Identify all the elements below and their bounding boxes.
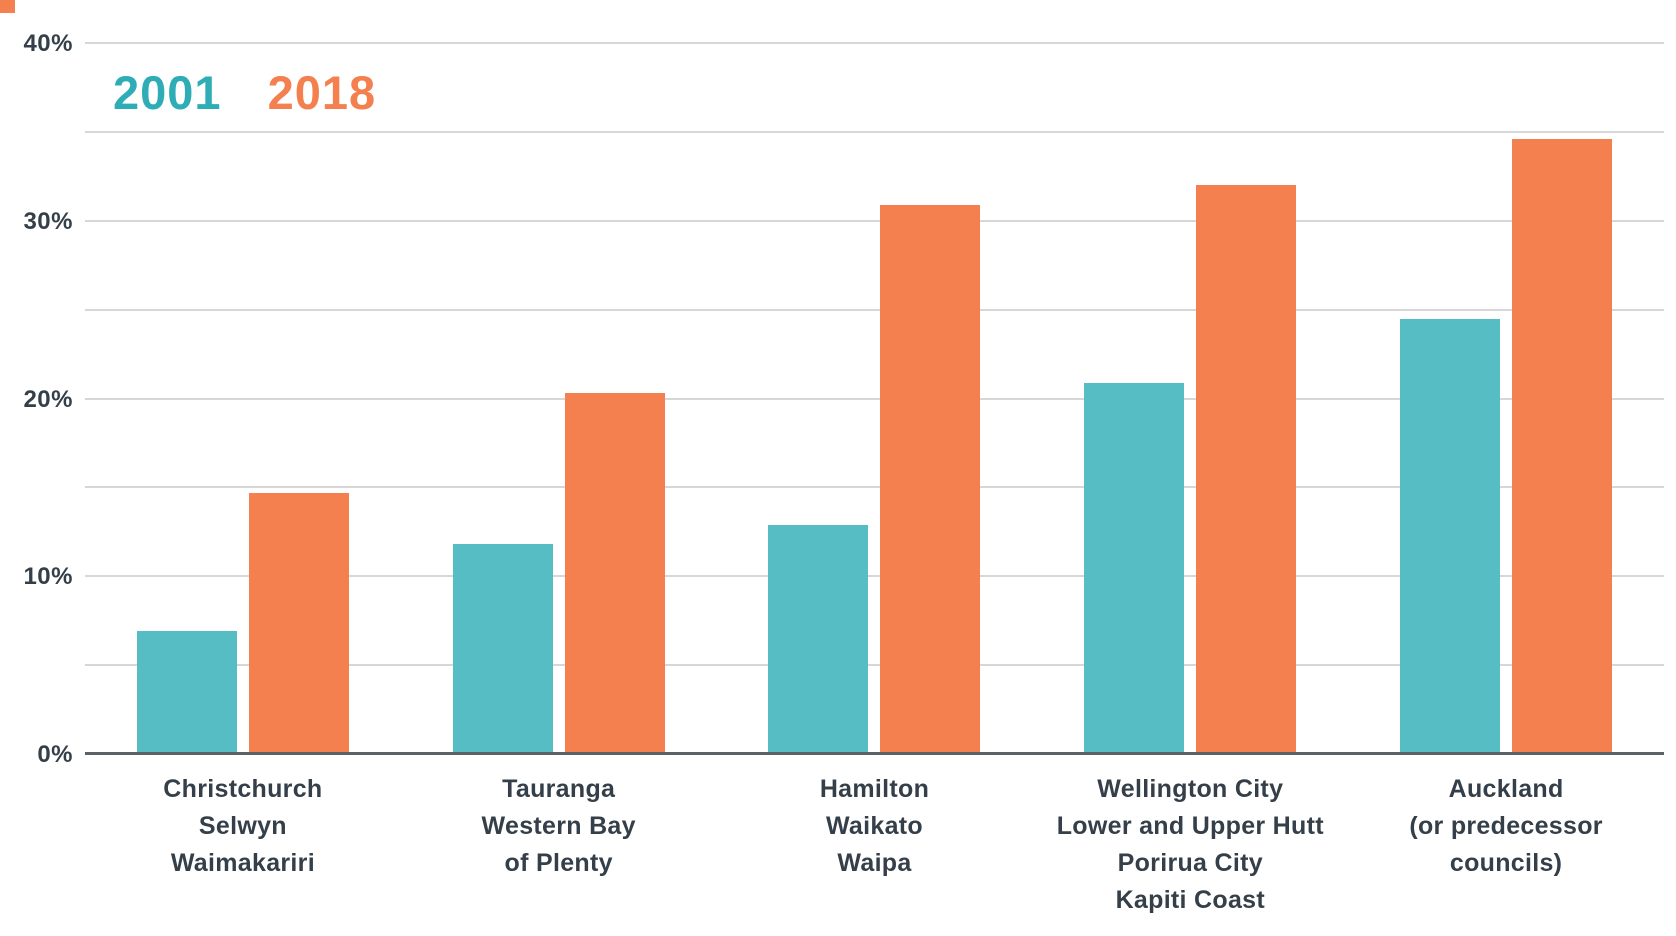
bar-2001 <box>768 524 869 754</box>
gridline <box>85 664 1664 667</box>
x-axis-label-line: Tauranga <box>502 775 616 803</box>
x-axis-label-line: Waikato <box>825 812 923 840</box>
x-axis-label-line: Wellington City <box>1097 775 1284 803</box>
y-axis: 0% 10% 20% 30% 40% <box>0 30 73 768</box>
bar-2001 <box>1084 382 1185 754</box>
x-axis-label-line: Selwyn <box>198 812 287 840</box>
x-axis-label-line: Kapiti Coast <box>1115 886 1266 914</box>
x-axis-label-line: Hamilton <box>819 775 930 803</box>
x-axis-label-line: Western Bay <box>481 812 636 840</box>
bar-group <box>1348 43 1664 754</box>
y-tick-label: 20% <box>23 385 73 413</box>
bar-groups <box>85 43 1664 754</box>
gridline <box>85 486 1664 489</box>
bar-2018 <box>564 393 665 754</box>
gridline <box>85 575 1664 578</box>
gridline <box>85 308 1664 311</box>
legend-item-2001: 2001 <box>113 66 222 119</box>
bar-2018 <box>1512 139 1613 754</box>
x-axis-label-line: Lower and Upper Hutt <box>1056 812 1324 840</box>
bar-2018 <box>880 204 981 754</box>
x-axis-category-label: Christchurch Selwyn Waimakariri <box>85 771 401 919</box>
bar-2001 <box>136 631 237 754</box>
plot-area: 2001 2018 <box>85 42 1664 755</box>
legend-item-2018: 2018 <box>267 66 377 119</box>
x-axis-label-line: Waimakariri <box>170 849 315 877</box>
x-axis-category-label: Wellington City Lower and Upper Hutt Porir… <box>1032 771 1348 919</box>
bar-group <box>717 43 1033 754</box>
x-axis-line <box>85 752 1664 755</box>
x-axis-label-line: Porirua City <box>1117 849 1263 877</box>
corner-mark <box>0 0 15 13</box>
legend: 2001 2018 <box>113 65 376 120</box>
y-tick-label: 40% <box>23 30 73 57</box>
gridline <box>85 397 1664 400</box>
x-axis-category-label: Auckland (or predecessor councils) <box>1348 771 1664 919</box>
x-axis-label-line: councils) <box>1449 849 1563 877</box>
x-axis-label-line: of Plenty <box>504 849 613 877</box>
x-axis-label-line: (or predecessor <box>1409 812 1603 840</box>
bar-group <box>401 43 717 754</box>
gridline <box>85 219 1664 222</box>
bar-group <box>1032 43 1348 754</box>
bar-2001 <box>452 544 553 754</box>
y-tick-label: 10% <box>23 563 73 591</box>
y-tick-label: 30% <box>23 207 73 235</box>
x-axis-label-line: Christchurch <box>163 775 323 803</box>
bar-2001 <box>1400 318 1501 754</box>
x-axis-labels: Christchurch Selwyn Waimakariri Tauranga Wes… <box>85 771 1664 919</box>
gridline <box>85 42 1664 44</box>
x-axis-label-line: Auckland <box>1448 775 1564 803</box>
x-axis-category-label: Hamilton Waikato Waipa <box>717 771 1033 919</box>
x-axis-label-line: Waipa <box>837 849 912 877</box>
y-tick-label: 0% <box>37 741 73 768</box>
gridline <box>85 130 1664 133</box>
x-axis-category-label: Tauranga Western Bay of Plenty <box>401 771 717 919</box>
bar-2018 <box>248 492 349 754</box>
bar-group <box>85 43 401 754</box>
bar-2018 <box>1196 185 1297 754</box>
